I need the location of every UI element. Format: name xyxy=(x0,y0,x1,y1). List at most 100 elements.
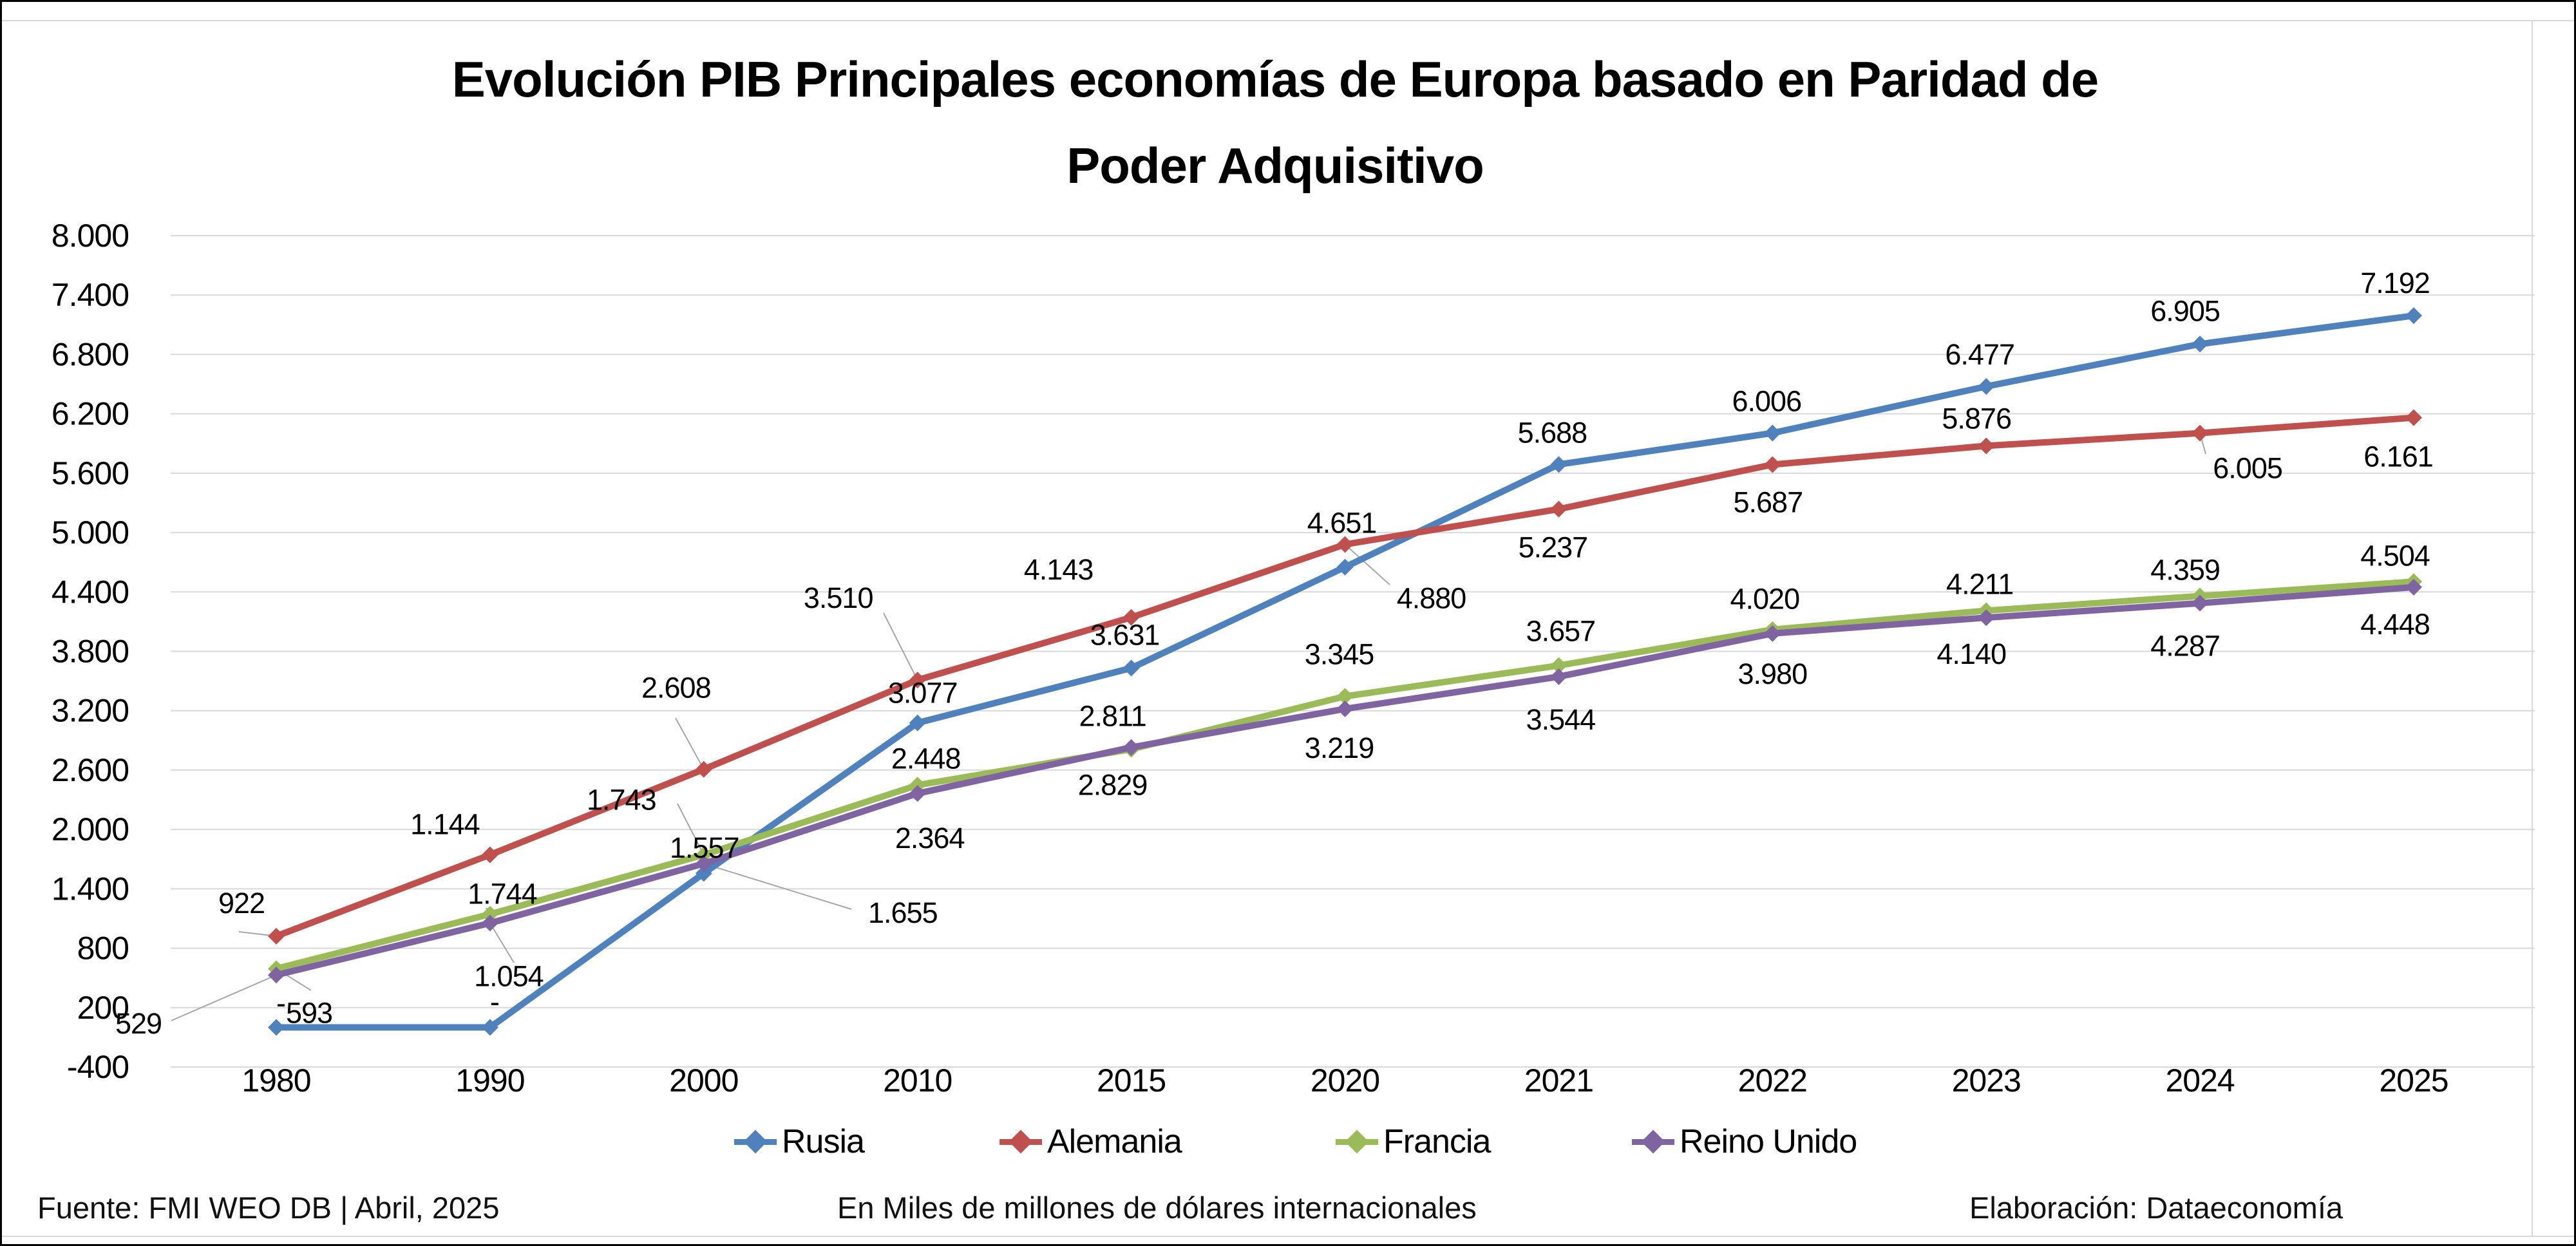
data-label: 1.557 xyxy=(670,831,739,864)
x-axis-tick-label: 2024 xyxy=(2165,1062,2234,1099)
data-point-marker-icon xyxy=(2405,409,2422,426)
data-label: 4.504 xyxy=(2360,539,2430,572)
data-label: 4.143 xyxy=(1024,553,1094,586)
data-point-marker-icon xyxy=(2192,424,2209,442)
data-label: 4.448 xyxy=(2360,608,2430,641)
legend-label-reino-unido: Reino Unido xyxy=(1680,1123,1857,1160)
data-point-marker-icon xyxy=(695,865,712,882)
y-axis-tick-label: 3.800 xyxy=(52,634,129,670)
x-axis-tick-label: 2000 xyxy=(669,1062,738,1099)
data-label: 6.161 xyxy=(2363,440,2433,473)
x-axis-tick-label: 2022 xyxy=(1738,1062,1807,1099)
data-point-marker-icon xyxy=(1764,456,1781,473)
legend-label-rusia: Rusia xyxy=(782,1123,865,1160)
legend-item-francia: Francia xyxy=(1336,1119,1491,1164)
data-label: 3.219 xyxy=(1305,732,1374,764)
data-point-marker-icon xyxy=(695,855,712,873)
y-axis-tick-label: 7.400 xyxy=(52,277,129,313)
data-label-leader-line xyxy=(677,803,705,856)
y-axis-tick-label: 1.400 xyxy=(52,871,129,907)
legend-item-rusia: Rusia xyxy=(734,1119,865,1164)
data-point-marker-icon xyxy=(909,714,926,732)
data-label: 1.144 xyxy=(410,808,480,841)
data-point-marker-icon xyxy=(1978,378,1995,395)
data-point-marker-icon xyxy=(481,914,498,932)
legend-label-alemania: Alemania xyxy=(1047,1123,1182,1160)
data-point-marker-icon xyxy=(1336,558,1354,576)
data-label-leader-line xyxy=(1344,543,1390,585)
data-point-marker-icon xyxy=(1550,456,1567,473)
x-axis-tick-label: 2021 xyxy=(1524,1062,1593,1099)
data-label-leader-line xyxy=(675,717,705,770)
data-point-marker-icon xyxy=(481,1019,498,1036)
y-axis-tick-label: 2.000 xyxy=(52,811,129,847)
data-label: 2.608 xyxy=(641,672,711,704)
data-point-marker-icon xyxy=(481,846,498,864)
data-label: 6.005 xyxy=(2213,452,2282,485)
data-point-marker-icon xyxy=(2192,335,2209,353)
x-axis-tick-label: 2015 xyxy=(1097,1062,1166,1099)
data-point-marker-icon xyxy=(1122,739,1140,756)
data-label: 1.743 xyxy=(587,784,656,817)
data-point-marker-icon xyxy=(1764,625,1781,642)
x-axis-tick-label: 2025 xyxy=(2379,1062,2448,1099)
x-axis-tick-label: 2010 xyxy=(883,1062,952,1099)
data-point-marker-icon xyxy=(481,905,498,923)
data-point-marker-icon xyxy=(1978,609,1995,627)
data-point-marker-icon xyxy=(2192,594,2209,612)
footer-source: Fuente: FMI WEO DB | Abril, 2025 xyxy=(37,1191,500,1225)
y-axis-tick-label: 6.200 xyxy=(52,396,129,432)
chart-title-line-1: Evolución PIB Principales economías de E… xyxy=(451,51,2099,108)
data-label: 6.905 xyxy=(2150,294,2220,327)
data-point-marker-icon xyxy=(1978,437,1995,455)
data-label: 2.811 xyxy=(1079,700,1146,733)
data-label: 2.829 xyxy=(1078,769,1148,802)
data-label: 1.744 xyxy=(468,878,537,911)
y-axis-tick-label: -400 xyxy=(67,1049,129,1085)
data-point-marker-icon xyxy=(1764,424,1781,442)
data-label-leader-line xyxy=(489,922,515,963)
y-axis-tick-label: 6.800 xyxy=(52,336,129,372)
legend: Rusia Alemania Francia Reino Unido xyxy=(0,1119,2576,1164)
footer-units-note: En Miles de millones de dólares internac… xyxy=(837,1191,1477,1225)
data-label: 4.211 xyxy=(1946,567,2013,600)
y-axis-tick-label: 3.200 xyxy=(52,693,129,729)
data-label: 3.345 xyxy=(1305,637,1374,670)
data-label: 7.192 xyxy=(2360,267,2430,299)
data-point-marker-icon xyxy=(1336,700,1354,717)
data-label: 4.651 xyxy=(1307,507,1377,540)
y-axis-tick-label: 8.000 xyxy=(52,218,129,254)
legend-item-alemania: Alemania xyxy=(999,1119,1182,1164)
alemania-series-marker-icon xyxy=(999,1129,1042,1154)
data-label-leader-line xyxy=(883,612,918,681)
data-point-marker-icon xyxy=(909,785,926,802)
data-label: - xyxy=(490,986,499,1019)
data-point-marker-icon xyxy=(1336,536,1354,553)
data-label: 4.020 xyxy=(1730,583,1799,616)
data-point-marker-icon xyxy=(2405,578,2422,596)
data-point-marker-icon xyxy=(1122,609,1140,626)
footer-credit: Elaboración: Dataeconomía xyxy=(1969,1191,2344,1225)
chart-title-line-2: Poder Adquisitivo xyxy=(1066,137,1484,194)
data-point-marker-icon xyxy=(1550,668,1567,685)
data-label: 4.359 xyxy=(2150,554,2220,587)
chart-title: Evolución PIB Principales economías de E… xyxy=(0,36,2550,209)
data-label: 4.287 xyxy=(2150,630,2220,663)
series-line-alemania xyxy=(275,414,2414,939)
data-label: 3.544 xyxy=(1526,703,1596,736)
data-label: 3.631 xyxy=(1090,619,1160,652)
y-axis-tick-label: 200 xyxy=(77,990,129,1026)
y-axis-tick-label: 5.600 xyxy=(52,455,129,491)
data-point-marker-icon xyxy=(1550,500,1567,518)
data-label: 2.364 xyxy=(895,822,965,854)
legend-label-francia: Francia xyxy=(1383,1123,1491,1160)
data-label: 922 xyxy=(218,887,265,920)
data-point-marker-icon xyxy=(268,927,285,945)
data-label-leader-line xyxy=(703,863,852,910)
data-point-marker-icon xyxy=(268,967,285,984)
data-label: 1.655 xyxy=(868,896,938,929)
series-line-rusia xyxy=(276,312,2414,1031)
reino-unido-series-marker-icon xyxy=(1632,1129,1674,1154)
data-point-marker-icon xyxy=(1336,688,1354,705)
francia-series-marker-icon xyxy=(1336,1129,1378,1154)
